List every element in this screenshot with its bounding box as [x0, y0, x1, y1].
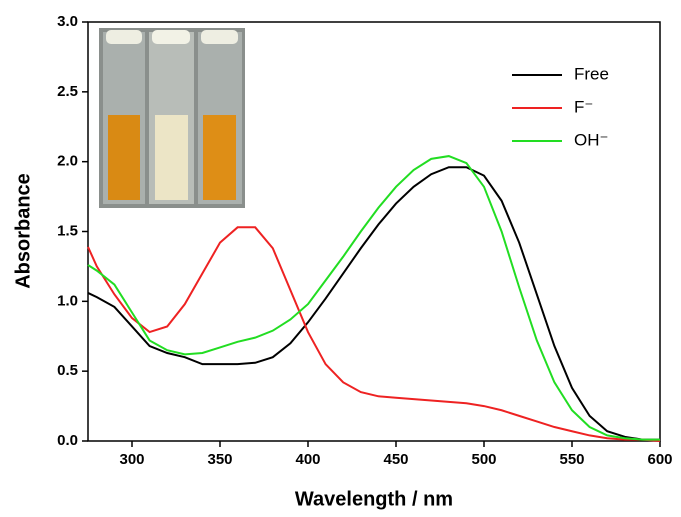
x-tick-label: 550 — [559, 451, 584, 468]
series-line — [87, 155, 660, 441]
y-tick-label: 0.5 — [57, 362, 78, 379]
series-line — [87, 166, 660, 441]
y-tick-label: 0.0 — [57, 432, 78, 449]
x-tick-label: 450 — [383, 451, 408, 468]
y-tick-label: 2.5 — [57, 83, 78, 100]
series-line — [87, 226, 661, 442]
x-tick-label: 600 — [647, 451, 672, 468]
x-tick-label: 350 — [207, 451, 232, 468]
legend-label: F⁻ — [574, 97, 593, 116]
x-tick-label: 300 — [119, 451, 144, 468]
y-tick-label: 1.5 — [57, 222, 78, 239]
x-axis-label: Wavelength / nm — [295, 488, 453, 510]
y-tick-label: 2.0 — [57, 153, 78, 170]
y-tick-label: 3.0 — [57, 13, 78, 30]
x-tick-label: 400 — [295, 451, 320, 468]
y-tick-label: 1.0 — [57, 292, 78, 309]
inset-photo — [99, 28, 245, 208]
y-axis-label: Absorbance — [12, 173, 34, 289]
legend-label: Free — [574, 64, 609, 83]
x-tick-label: 500 — [471, 451, 496, 468]
legend-label: OH⁻ — [574, 130, 608, 149]
